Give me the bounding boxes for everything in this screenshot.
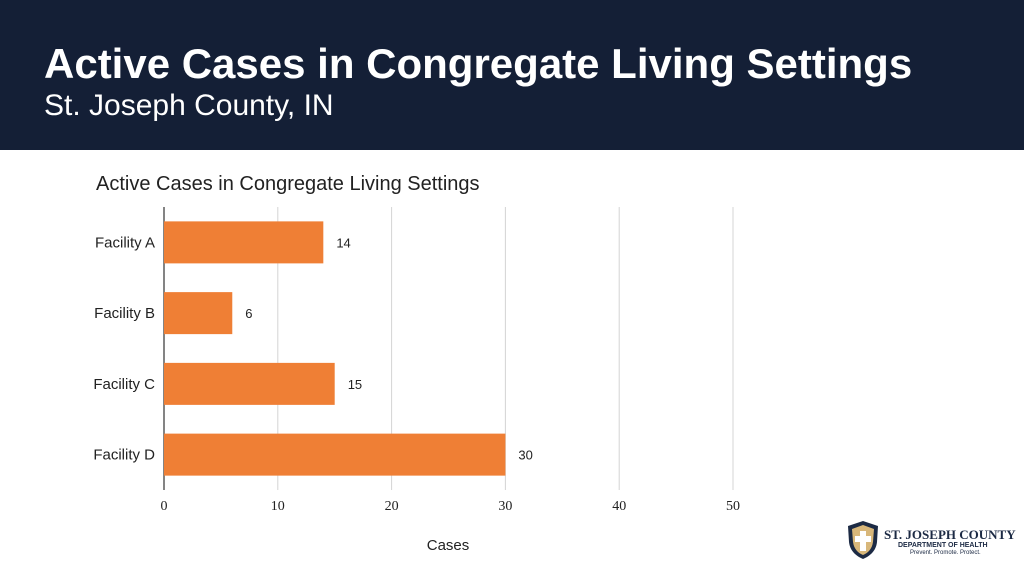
logo-line-3: Prevent. Promote. Protect.	[910, 550, 981, 556]
x-tick-label: 40	[612, 499, 626, 514]
x-tick-label: 0	[161, 499, 168, 514]
data-label: 15	[348, 377, 362, 392]
bar	[164, 433, 506, 476]
category-label: Facility A	[95, 234, 155, 251]
bar	[164, 221, 324, 264]
logo-line-2: DEPARTMENT OF HEALTH	[898, 542, 988, 549]
x-axis-label: Cases	[427, 537, 470, 554]
data-label: 6	[245, 306, 252, 321]
bar	[164, 362, 335, 405]
slide-title: Active Cases in Congregate Living Settin…	[44, 40, 913, 87]
x-tick-label: 20	[385, 499, 399, 514]
x-tick-label: 10	[271, 499, 285, 514]
chart-title: Active Cases in Congregate Living Settin…	[96, 173, 480, 195]
bar	[164, 292, 233, 335]
category-label: Facility B	[94, 305, 155, 322]
county-health-logo: ST. JOSEPH COUNTY DEPARTMENT OF HEALTH P…	[844, 518, 1016, 562]
data-label: 30	[518, 448, 532, 463]
logo-line-1: ST. JOSEPH COUNTY	[884, 527, 1016, 542]
x-tick-label: 30	[498, 499, 512, 514]
shield-cross-icon	[848, 521, 878, 559]
category-label: Facility D	[93, 447, 155, 464]
data-label: 14	[336, 235, 350, 250]
bar-chart: Active Cases in Congregate Living Settin…	[93, 173, 740, 554]
slide-header: Active Cases in Congregate Living Settin…	[0, 0, 1024, 150]
slide-subtitle: St. Joseph County, IN	[44, 89, 334, 122]
category-label: Facility C	[93, 376, 155, 393]
x-tick-label: 50	[726, 499, 740, 514]
